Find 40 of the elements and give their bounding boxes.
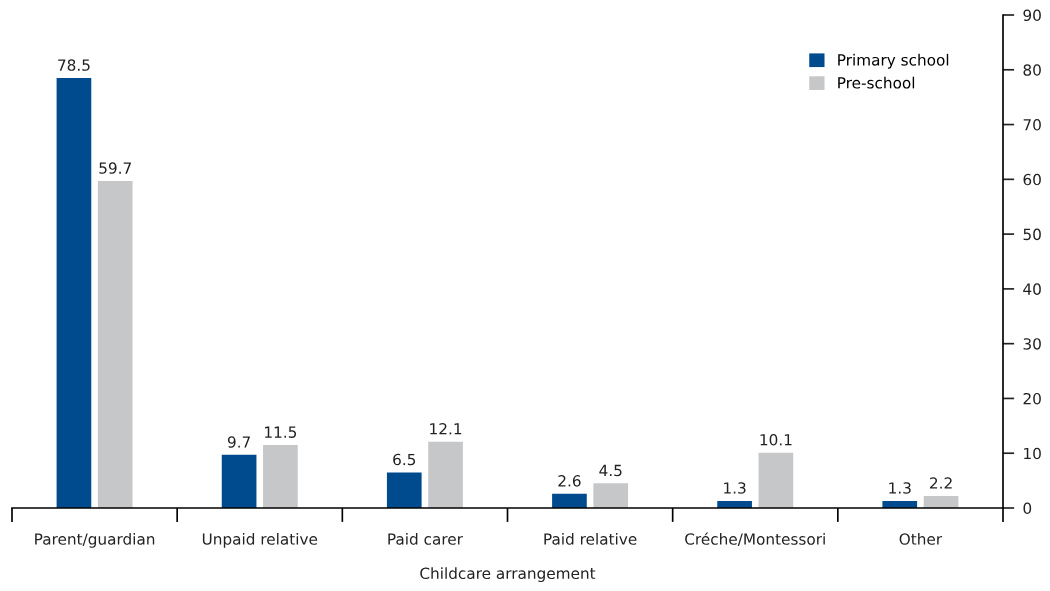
data-label: 78.5 <box>58 59 90 71</box>
bar <box>97 180 133 508</box>
x-tick-label: Unpaid relative <box>202 533 318 548</box>
data-label: 11.5 <box>265 426 297 438</box>
x-tick-label: Paid relative <box>544 533 637 545</box>
legend-label: Pre-school <box>838 76 915 89</box>
y-tick-label: 70 <box>1023 119 1041 131</box>
y-tick-label: 10 <box>1024 447 1041 460</box>
bar <box>758 452 794 508</box>
legend-label: Primary school <box>838 53 949 69</box>
data-label: 9.7 <box>227 436 250 448</box>
data-label: 2.2 <box>930 477 952 489</box>
x-axis-title: Childcare arrangement <box>420 567 596 583</box>
data-label: 59.7 <box>99 162 131 174</box>
y-tick-label: 30 <box>1023 338 1041 350</box>
data-label: 10.1 <box>760 433 792 446</box>
x-tick-label: Other <box>899 533 943 545</box>
bar <box>221 454 257 508</box>
y-tick-label: 0 <box>1023 502 1032 515</box>
y-tick-label: 20 <box>1023 392 1041 405</box>
bar <box>56 77 92 508</box>
bar <box>552 493 587 508</box>
bar <box>386 472 422 508</box>
y-tick-label: 80 <box>1023 64 1041 76</box>
bar <box>428 441 463 508</box>
data-label: 1.3 <box>889 482 911 494</box>
x-tick-label: Créche/Montessori <box>685 532 825 547</box>
data-label: 6.5 <box>393 453 416 466</box>
bar <box>593 483 629 508</box>
y-tick-label: 40 <box>1023 283 1041 295</box>
x-tick-label: Paid carer <box>388 533 463 545</box>
data-label: 12.1 <box>430 423 462 435</box>
data-label: 1.3 <box>724 482 746 494</box>
data-label: 4.5 <box>599 464 622 477</box>
y-tick-label: 90 <box>1023 9 1041 22</box>
y-tick-label: 60 <box>1023 173 1041 186</box>
data-label: 2.6 <box>558 475 581 487</box>
x-tick-label: Parent/guardian <box>35 533 155 548</box>
bar <box>263 445 298 508</box>
y-tick-label: 50 <box>1023 228 1041 241</box>
